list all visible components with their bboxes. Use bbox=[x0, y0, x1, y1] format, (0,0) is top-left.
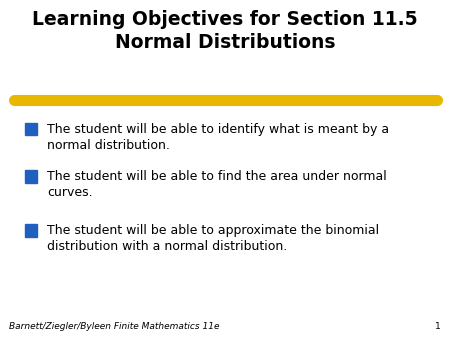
Text: The student will be able to find the area under normal
curves.: The student will be able to find the are… bbox=[47, 170, 387, 199]
Text: The student will be able to identify what is meant by a
normal distribution.: The student will be able to identify wha… bbox=[47, 123, 389, 152]
Bar bbox=[25, 123, 37, 135]
Bar bbox=[25, 224, 37, 237]
Text: Learning Objectives for Section 11.5
Normal Distributions: Learning Objectives for Section 11.5 Nor… bbox=[32, 10, 418, 52]
Text: Barnett/Ziegler/Byleen Finite Mathematics 11e: Barnett/Ziegler/Byleen Finite Mathematic… bbox=[9, 321, 220, 331]
Text: 1: 1 bbox=[435, 321, 441, 331]
Text: The student will be able to approximate the binomial
distribution with a normal : The student will be able to approximate … bbox=[47, 224, 379, 253]
Bar bbox=[25, 170, 37, 183]
